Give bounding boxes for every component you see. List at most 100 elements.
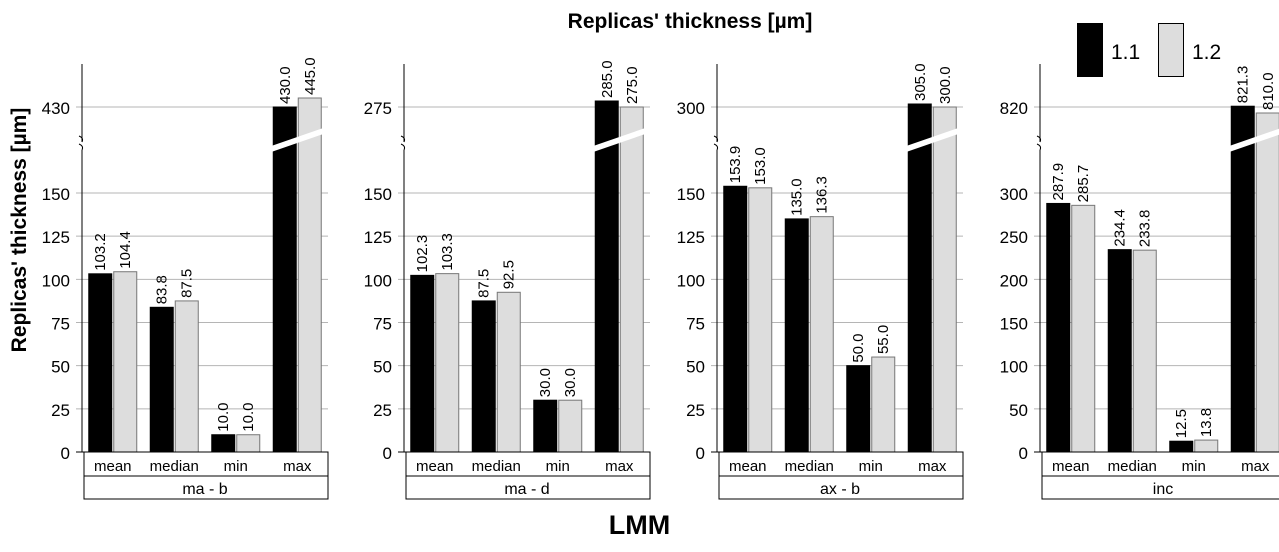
bar-series2 (558, 399, 583, 453)
x-tick-label: median (785, 458, 834, 475)
data-label: 821.3 (1235, 66, 1252, 104)
data-label: 300.0 (937, 66, 954, 104)
bar-series1 (272, 106, 297, 453)
legend-swatch-1 (1077, 23, 1103, 77)
group-box (718, 475, 964, 500)
y-tick-label: 300 (1000, 185, 1028, 204)
y-tick-label: 125 (42, 228, 70, 247)
data-label: 12.5 (1173, 409, 1190, 438)
bar-series1 (594, 100, 619, 453)
bar-series1 (471, 300, 496, 453)
bar-break-mark (271, 128, 324, 152)
group-label: ma - b (182, 481, 227, 498)
data-label: 55.0 (875, 325, 892, 354)
legend-item-2: 1.2 (1158, 23, 1221, 77)
data-label: 102.3 (414, 235, 431, 273)
data-label: 305.0 (912, 63, 929, 101)
legend-label-1: 1.1 (1111, 41, 1141, 64)
data-label: 153.0 (752, 147, 769, 185)
legend-label-2: 1.2 (1192, 41, 1222, 64)
y-tick-label: 200 (1000, 271, 1028, 290)
bar-series1 (1230, 105, 1255, 453)
data-label: 445.0 (302, 57, 319, 95)
x-axis-label: LMM (608, 510, 671, 540)
group-box (405, 475, 651, 500)
bar-series1 (846, 365, 871, 453)
legend-swatch-2 (1158, 23, 1184, 77)
data-label: 275.0 (624, 66, 641, 104)
y-tick-label: 100 (42, 271, 70, 290)
bar-series1 (533, 399, 558, 453)
bar-series1 (88, 273, 113, 453)
data-label: 83.8 (154, 275, 171, 304)
x-tick-label: median (1108, 458, 1157, 475)
group-box (1041, 475, 1279, 500)
data-label: 810.0 (1260, 72, 1277, 110)
axis-break-mark (1036, 143, 1042, 151)
y-tick-label-upper: 275 (364, 99, 392, 118)
group-label: ax - b (820, 481, 860, 498)
data-label: 136.3 (814, 176, 831, 214)
bar-series2 (435, 273, 460, 453)
bar-break-mark (593, 128, 646, 152)
y-tick-label-upper: 820 (1000, 99, 1028, 118)
data-label: 103.2 (92, 233, 109, 271)
data-label: 30.0 (537, 368, 554, 397)
bar-break-mark (1229, 128, 1279, 152)
bar-series1 (1046, 202, 1071, 453)
bar-series1 (784, 218, 809, 453)
bar-series2 (932, 106, 957, 453)
x-tick-label: max (283, 458, 312, 475)
bar-series1 (410, 274, 435, 453)
data-label: 430.0 (277, 66, 294, 104)
data-label: 233.8 (1137, 210, 1154, 248)
data-label: 104.4 (117, 231, 134, 269)
bar-series2 (297, 97, 322, 453)
y-tick-label: 25 (686, 401, 705, 420)
x-tick-label: median (150, 458, 199, 475)
y-tick-label: 150 (677, 185, 705, 204)
bar-series2 (113, 271, 138, 453)
data-label: 10.0 (215, 403, 232, 432)
x-tick-label: max (918, 458, 947, 475)
bar-series1 (723, 185, 748, 453)
data-label: 153.9 (727, 146, 744, 184)
data-label: 103.3 (439, 233, 456, 271)
y-tick-label: 150 (1000, 315, 1028, 334)
bar-series2 (871, 356, 896, 453)
bar-series2 (1071, 204, 1096, 453)
y-tick-label: 50 (686, 358, 705, 377)
y-tick-label: 0 (383, 444, 392, 463)
x-tick-label: min (546, 458, 570, 475)
axis-break-mark (713, 143, 719, 151)
y-tick-label: 50 (51, 358, 70, 377)
legend-item-1: 1.1 (1077, 23, 1140, 77)
y-tick-label: 125 (677, 228, 705, 247)
group-label: inc (1153, 481, 1173, 498)
data-label: 13.8 (1198, 408, 1215, 437)
x-tick-label: mean (416, 458, 454, 475)
chart-title: Replicas' thickness [µm] (567, 10, 813, 33)
y-tick-label: 150 (364, 185, 392, 204)
bar-series2 (619, 106, 644, 453)
data-label: 285.0 (599, 60, 616, 98)
y-tick-label: 100 (1000, 358, 1028, 377)
axis-break-mark (78, 135, 84, 143)
y-tick-label: 0 (1019, 444, 1028, 463)
data-label: 135.0 (789, 178, 806, 216)
y-tick-label: 0 (696, 444, 705, 463)
data-label: 234.4 (1112, 209, 1129, 247)
bar-series1 (1169, 440, 1194, 453)
x-tick-label: mean (729, 458, 767, 475)
bar-break-mark (906, 128, 959, 152)
y-tick-label: 100 (677, 271, 705, 290)
bar-series2 (1194, 439, 1219, 453)
x-tick-label: max (605, 458, 634, 475)
axis-break-mark (1036, 135, 1042, 143)
x-tick-label: min (1182, 458, 1206, 475)
axis-break-mark (78, 143, 84, 151)
bar-series2 (748, 187, 773, 453)
y-tick-label: 25 (373, 401, 392, 420)
x-tick-label: mean (1052, 458, 1090, 475)
